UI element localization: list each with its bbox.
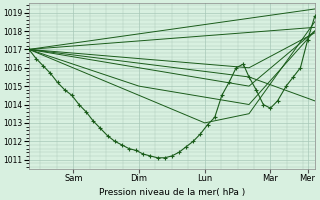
X-axis label: Pression niveau de la mer( hPa ): Pression niveau de la mer( hPa ) [99,188,245,197]
